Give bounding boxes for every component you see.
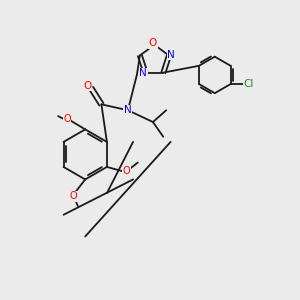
Text: N: N — [139, 68, 147, 78]
Text: N: N — [167, 50, 175, 60]
Text: Cl: Cl — [244, 79, 254, 89]
Text: O: O — [63, 114, 71, 124]
Text: O: O — [70, 191, 77, 201]
Text: O: O — [149, 38, 157, 48]
Text: O: O — [83, 81, 92, 91]
Text: N: N — [124, 105, 132, 115]
Text: O: O — [123, 166, 130, 176]
